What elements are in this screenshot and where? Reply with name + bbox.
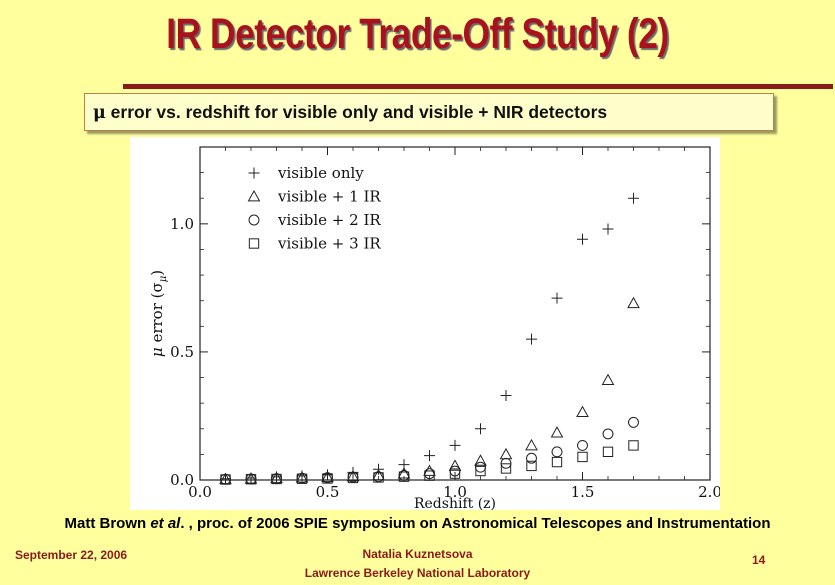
data-point-square — [602, 446, 614, 457]
y-tick-label: 0.5 — [170, 343, 194, 361]
data-point-square — [424, 470, 435, 481]
data-point-square — [220, 474, 231, 485]
y-axis-label: μ error (σμ) — [148, 270, 169, 357]
x-tick-label: 1.0 — [443, 483, 467, 501]
footer-author: Natalia Kuznetsova — [362, 547, 473, 561]
data-point-plus — [551, 292, 563, 304]
data-point-triangle — [270, 471, 283, 484]
citation-author: Matt Brown — [64, 515, 151, 532]
data-point-triangle — [627, 296, 640, 309]
legend-marker-triangle — [247, 189, 261, 202]
data-point-plus — [628, 192, 639, 204]
data-point-plus — [449, 439, 461, 451]
x-tick-label: 0.0 — [188, 483, 212, 501]
data-point-square — [551, 456, 563, 468]
data-point-square — [322, 473, 333, 484]
data-point-triangle — [525, 438, 538, 451]
data-point-circle — [577, 439, 588, 451]
legend: visible only visible + 1 IR visible + 2 IR… — [247, 164, 381, 253]
data-point-square — [245, 474, 257, 485]
footer-lab: Lawrence Berkeley National Laboratory — [304, 566, 531, 580]
data-point-plus — [424, 450, 435, 462]
y-tick-label: 1.0 — [170, 215, 194, 233]
data-point-triangle — [576, 405, 589, 418]
data-point-square — [398, 471, 410, 482]
series-square — [220, 440, 639, 485]
data-point-triangle — [550, 426, 564, 438]
chart-panel: 0.0 0.5 1.0 1.5 2.0 0.0 0.5 1.0 Redshift (z) μ er… — [130, 137, 720, 510]
data-point-circle — [475, 461, 486, 473]
citation-etal: et al — [150, 515, 181, 532]
x-tick-label: 1.5 — [571, 483, 595, 501]
data-point-triangle — [372, 468, 385, 481]
data-point-square — [500, 463, 512, 474]
data-point-triangle — [474, 454, 487, 466]
x-axis-label: Redshift (z) — [414, 496, 496, 510]
legend-marker-plus — [248, 167, 260, 179]
data-point-plus — [500, 389, 512, 401]
data-point-square — [271, 473, 282, 485]
mu-symbol: μ — [93, 103, 106, 123]
data-point-square — [526, 460, 537, 472]
legend-label: visible + 2 IR — [277, 211, 381, 229]
subtitle-box: μ error vs. redshift for visible only an… — [84, 93, 774, 131]
citation: Matt Brown et al. , proc. of 2006 SPIE s… — [0, 515, 835, 532]
data-point-triangle — [244, 472, 258, 484]
data-point-triangle — [346, 469, 360, 482]
data-point-triangle — [321, 470, 334, 483]
data-point-square — [296, 473, 308, 484]
data-point-triangle — [295, 471, 309, 483]
data-point-square — [347, 472, 359, 484]
footer-date: September 22, 2006 — [15, 548, 128, 562]
x-tick-label: 0.5 — [316, 483, 340, 501]
title-underline — [123, 84, 833, 89]
data-point-triangle — [601, 373, 615, 385]
data-point-square — [577, 451, 588, 463]
legend-label: visible + 1 IR — [277, 188, 381, 206]
data-point-circle — [526, 452, 537, 464]
data-point-square — [449, 468, 461, 479]
legend-marker-circle — [248, 214, 260, 226]
subtitle-text: μ error vs. redshift for visible only an… — [93, 102, 607, 123]
data-point-square — [475, 465, 486, 477]
y-tick-label: 0.0 — [170, 471, 194, 489]
data-point-square — [373, 472, 384, 483]
data-point-plus — [577, 233, 588, 245]
data-point-triangle — [397, 467, 411, 479]
data-point-circle — [602, 428, 614, 440]
series-triangle — [219, 296, 640, 485]
citation-rest: . , proc. of 2006 SPIE symposium on Astr… — [180, 515, 771, 532]
data-point-square — [628, 440, 639, 451]
slide-title: IR Detector Trade-Off Study (2) — [166, 10, 669, 58]
data-point-plus — [526, 333, 537, 345]
data-point-circle — [628, 416, 639, 428]
legend-marker-square — [248, 238, 260, 249]
data-point-triangle — [448, 459, 462, 471]
x-tick-label: 2.0 — [698, 483, 720, 501]
data-point-triangle — [219, 472, 232, 485]
page-number: 14 — [752, 553, 766, 567]
legend-label: visible only — [277, 164, 364, 182]
legend-label: visible + 3 IR — [277, 235, 381, 253]
subtitle-body: error vs. redshift for visible only and … — [105, 102, 608, 122]
data-point-triangle — [499, 447, 513, 460]
data-point-plus — [602, 223, 614, 235]
data-point-circle — [551, 446, 563, 458]
data-point-plus — [475, 423, 486, 435]
